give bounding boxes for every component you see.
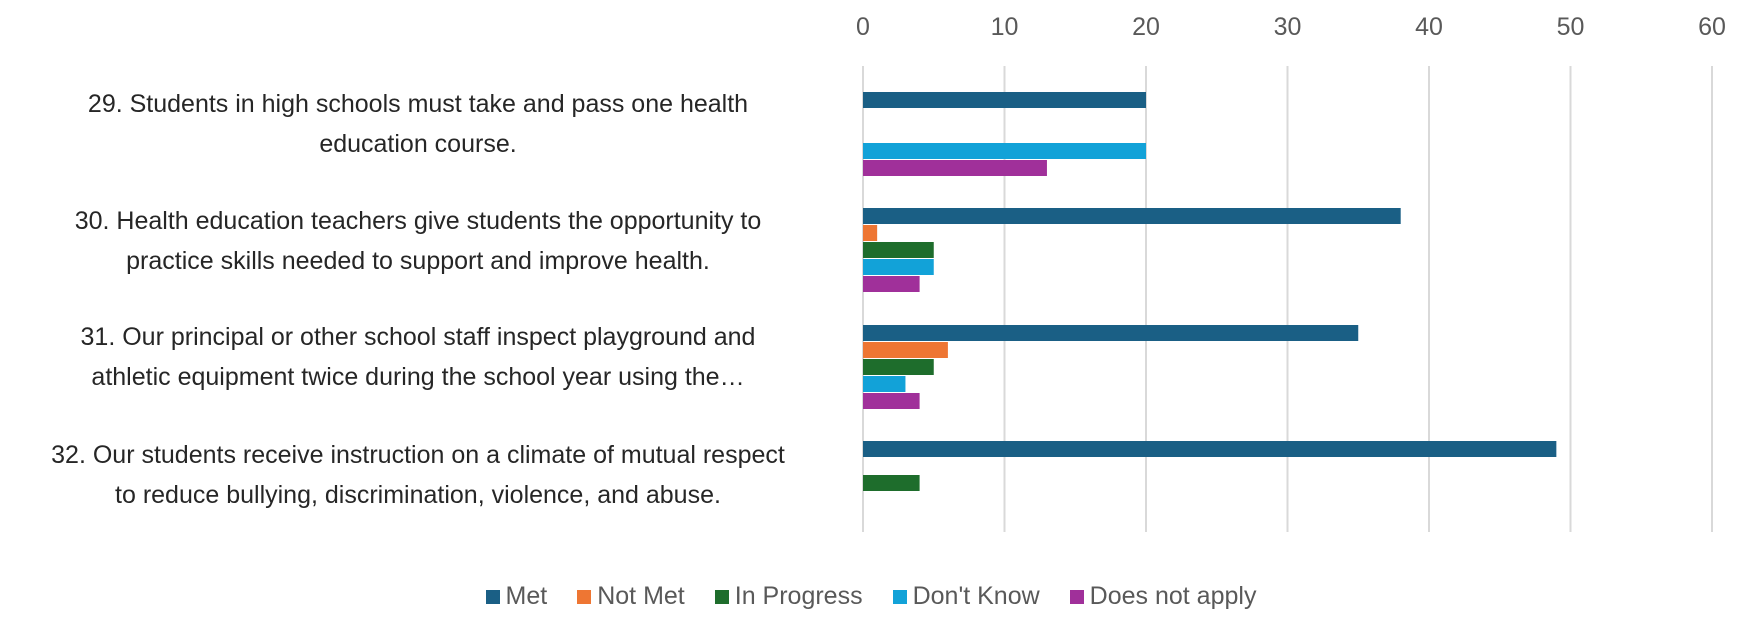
x-tick-label-50: 50 xyxy=(1557,13,1585,41)
x-tick-label-30: 30 xyxy=(1274,13,1302,41)
category-label-32-line1: 32. Our students receive instruction on … xyxy=(51,441,785,469)
legend-label-dont-know: Don't Know xyxy=(912,582,1040,610)
bar-don-t-know-cat2 xyxy=(863,259,934,275)
x-tick-label-20: 20 xyxy=(1132,13,1160,41)
legend-item-does-not-apply: Does not apply xyxy=(1069,582,1257,611)
category-label-31-line2: athletic equipment twice during the scho… xyxy=(91,363,745,391)
x-tick-label-60: 60 xyxy=(1698,13,1726,41)
legend-swatch-met xyxy=(485,589,500,604)
x-tick-label-10: 10 xyxy=(991,13,1019,41)
category-label-30-line1: 30. Health education teachers give stude… xyxy=(74,207,762,235)
bar-not-met-cat2 xyxy=(863,225,878,241)
category-label-29-line1: 29. Students in high schools must take a… xyxy=(87,90,749,118)
legend-item-in-progress: In Progress xyxy=(714,582,863,611)
legend-item-dont-know: Don't Know xyxy=(892,582,1040,611)
bar-in-progress-cat4 xyxy=(863,475,920,491)
category-label-31-line1: 31. Our principal or other school staff … xyxy=(80,323,756,351)
bar-does-not-apply-cat2 xyxy=(863,276,920,292)
x-tick-label-40: 40 xyxy=(1415,13,1443,41)
category-label-29: 29. Students in high schools must take a… xyxy=(8,84,828,164)
category-label-32: 32. Our students receive instruction on … xyxy=(8,435,828,515)
category-label-30: 30. Health education teachers give stude… xyxy=(8,201,828,281)
bar-met-cat1 xyxy=(863,92,1146,108)
bar-not-met-cat3 xyxy=(863,342,948,358)
category-label-32-line2: to reduce bullying, discrimination, viol… xyxy=(115,481,721,509)
legend-item-not-met: Not Met xyxy=(577,582,685,611)
bar-met-cat4 xyxy=(863,441,1557,457)
legend-label-does-not-apply: Does not apply xyxy=(1089,582,1257,610)
bar-does-not-apply-cat1 xyxy=(863,160,1047,176)
bar-met-cat3 xyxy=(863,325,1359,341)
legend-item-met: Met xyxy=(485,582,548,611)
bar-in-progress-cat3 xyxy=(863,359,934,375)
legend-swatch-dont-know xyxy=(892,589,907,604)
category-label-29-line2: education course. xyxy=(319,130,517,158)
legend-label-not-met: Not Met xyxy=(597,582,685,610)
legend-label-in-progress: In Progress xyxy=(734,582,863,610)
bar-don-t-know-cat3 xyxy=(863,376,906,392)
legend-label-met: Met xyxy=(505,582,548,610)
bar-met-cat2 xyxy=(863,208,1401,224)
chart-legend: Met Not Met In Progress Don't Know Does … xyxy=(0,582,1742,611)
legend-swatch-does-not-apply xyxy=(1069,589,1084,604)
x-tick-label-0: 0 xyxy=(856,13,870,41)
legend-swatch-not-met xyxy=(577,589,592,604)
bar-does-not-apply-cat3 xyxy=(863,393,920,409)
bar-in-progress-cat2 xyxy=(863,242,934,258)
category-label-30-line2: practice skills needed to support and im… xyxy=(126,247,710,275)
bar-don-t-know-cat1 xyxy=(863,143,1146,159)
category-label-31: 31. Our principal or other school staff … xyxy=(8,317,828,397)
legend-swatch-in-progress xyxy=(714,589,729,604)
